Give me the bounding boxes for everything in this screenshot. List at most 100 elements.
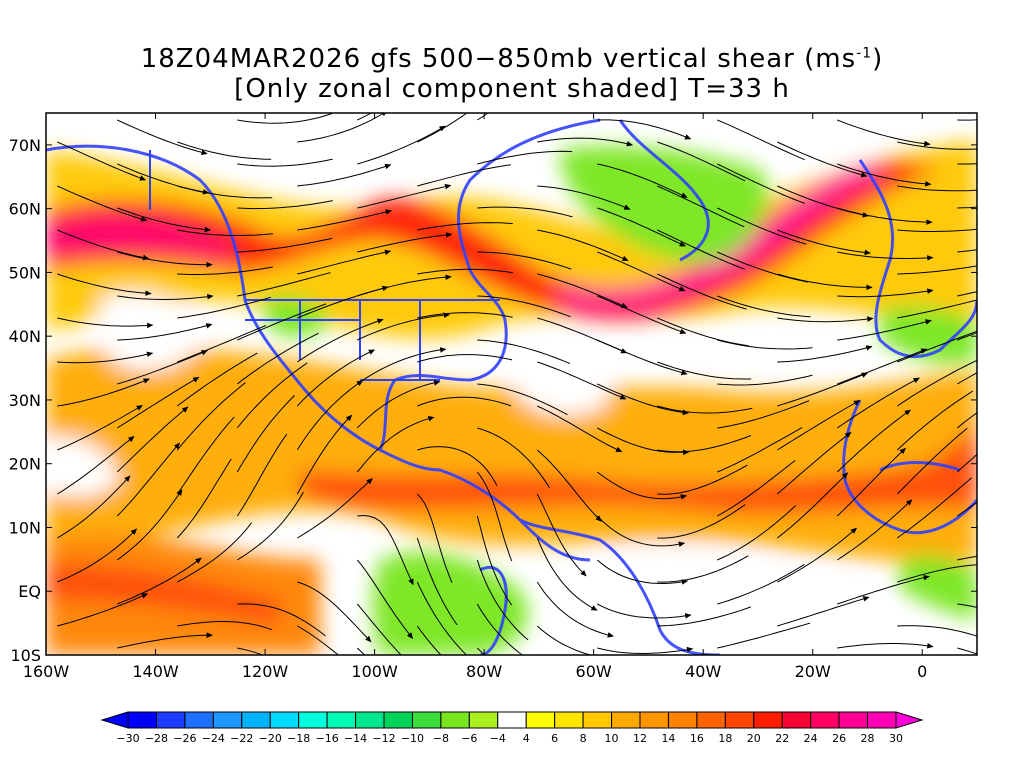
streamline (837, 348, 928, 385)
colorbar-label: 4 (523, 732, 530, 745)
streamline (57, 475, 131, 539)
streamline (717, 505, 797, 561)
colorbar-swatch (383, 711, 413, 729)
lon-label: 160W (23, 662, 70, 681)
streamline (477, 113, 490, 121)
streamline (777, 316, 874, 323)
colorbar-label: −8 (433, 732, 449, 745)
streamline (957, 555, 977, 561)
streamline (476, 471, 513, 562)
streamline (597, 251, 686, 292)
streamline (237, 113, 333, 124)
streamline (416, 581, 468, 655)
streamline (237, 237, 333, 253)
streamline (177, 141, 272, 160)
streamline (57, 405, 143, 451)
streamline (477, 339, 571, 364)
streamline (296, 414, 353, 495)
streamline (897, 185, 977, 192)
streamline (657, 229, 745, 270)
streamline (536, 493, 587, 577)
colorbar-label: 10 (605, 732, 619, 745)
lat-label: 50N (9, 263, 41, 282)
streamline (236, 395, 295, 473)
lon-label: 0 (917, 662, 927, 681)
streamline (357, 514, 414, 586)
streamline (597, 603, 692, 619)
title-line-1-close: ) (872, 44, 884, 74)
streamline (537, 229, 629, 262)
colorbar-label: −6 (461, 732, 477, 745)
colorbar-swatch (269, 711, 300, 729)
streamline (297, 581, 372, 643)
streamline (536, 581, 614, 638)
colorbar-swatch (355, 711, 385, 729)
colorbar: −30 −28 −26 −24 −22 −20 −18 −16 −14 −12 −10 −8 −6 −4 4… (100, 711, 924, 745)
streamline (777, 141, 868, 178)
lat-label: EQ (18, 582, 41, 601)
colorbar-label: −20 (259, 732, 282, 745)
streamline (837, 377, 920, 429)
colorbar-under-arrow (100, 711, 129, 729)
colorbar-swatch (696, 711, 726, 729)
streamline (657, 361, 752, 380)
colorbar-label: 26 (832, 732, 846, 745)
streamline (117, 632, 213, 649)
streamline (297, 113, 388, 143)
streamline (957, 603, 977, 608)
streamline (177, 266, 273, 275)
streamline (177, 229, 273, 236)
streamline (357, 183, 452, 209)
streamline (717, 563, 805, 605)
streamline (776, 472, 849, 539)
streamline (176, 416, 235, 495)
streamline (477, 383, 568, 416)
streamline (537, 405, 623, 453)
lon-label: 40W (685, 662, 721, 681)
colorbar-label: −12 (372, 732, 395, 745)
streamline (837, 251, 934, 261)
colorbar-swatch (411, 711, 442, 729)
colorbar-swatch (298, 711, 328, 729)
title-units-superscript: -1 (856, 45, 873, 62)
colorbar-label: 24 (804, 732, 818, 745)
streamline (57, 593, 149, 627)
streamline (717, 400, 810, 429)
streamline (717, 119, 805, 161)
streamline (537, 273, 628, 308)
plot-frame (45, 112, 978, 656)
streamline (897, 359, 977, 407)
title-line-1: 18Z04MAR2026 gfs 500−850mb vertical shea… (0, 44, 1024, 74)
colorbar-label: −16 (316, 732, 339, 745)
colorbar-label: −26 (173, 732, 196, 745)
streamline (717, 207, 807, 245)
streamline (897, 625, 977, 637)
colorbar-swatch (525, 711, 556, 729)
streamline (957, 249, 977, 253)
streamline (297, 285, 389, 319)
streamline (536, 537, 598, 611)
streamline (657, 464, 748, 495)
streamline (117, 350, 208, 385)
colorbar-label: 20 (747, 732, 761, 745)
lon-label: 140W (132, 662, 179, 681)
streamline (776, 431, 852, 495)
colorbar-over-arrow (895, 711, 924, 729)
streamline (476, 559, 529, 641)
streamline (897, 564, 977, 583)
shading-layer (46, 140, 977, 655)
colorbar-swatch (810, 711, 840, 729)
colorbar-label: 28 (861, 732, 875, 745)
streamline (477, 150, 573, 165)
colorbar-swatch (667, 711, 698, 729)
title-line-1-text: 18Z04MAR2026 gfs 500−850mb vertical shea… (140, 44, 857, 74)
streamline (417, 446, 498, 486)
streamline (597, 471, 688, 500)
streamline (117, 557, 202, 605)
streamline (476, 603, 524, 655)
streamline (237, 491, 304, 561)
streamline (417, 354, 513, 363)
streamline (356, 380, 441, 429)
streamline (236, 362, 308, 429)
